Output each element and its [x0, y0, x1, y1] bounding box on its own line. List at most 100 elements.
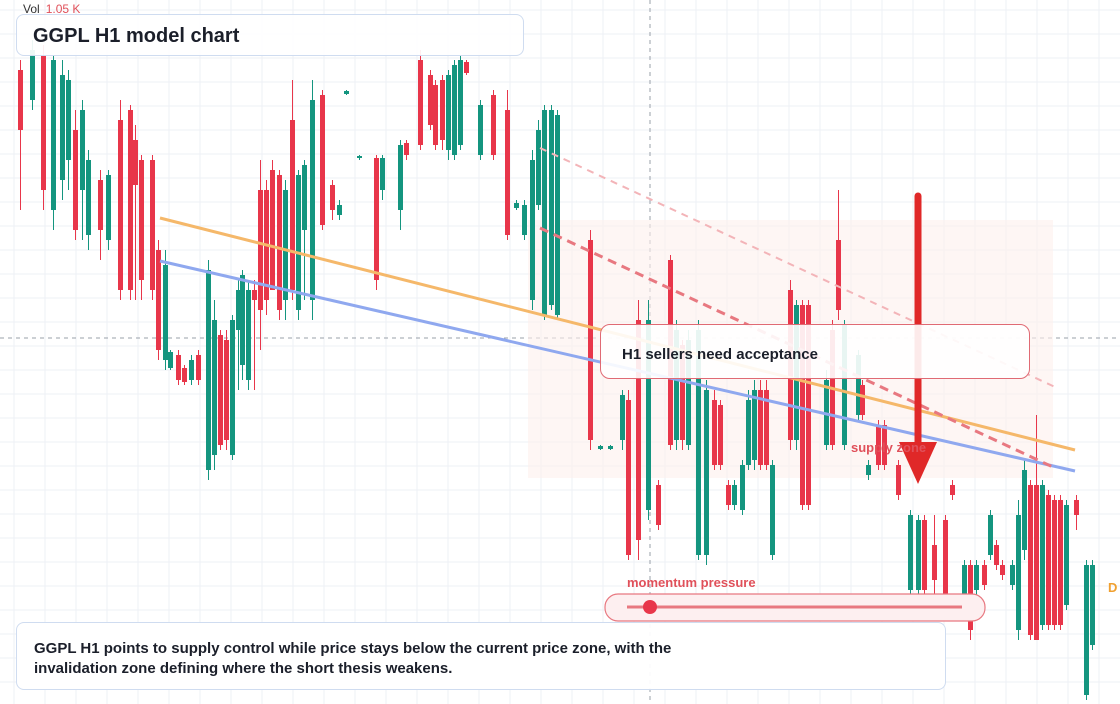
- candle-body: [337, 205, 342, 215]
- candle: [320, 90, 325, 230]
- candle-body: [128, 110, 133, 290]
- thesis-text: GGPL H1 points to supply control while p…: [34, 640, 672, 677]
- candle-body: [626, 400, 631, 555]
- candle: [962, 560, 967, 600]
- candle: [196, 350, 201, 385]
- candle: [536, 120, 541, 210]
- candle: [236, 280, 241, 390]
- candle-body: [505, 110, 510, 235]
- candle: [189, 355, 194, 385]
- candle: [740, 460, 745, 515]
- candle: [1010, 560, 1015, 590]
- candle-body: [646, 320, 651, 510]
- candle-body: [555, 115, 560, 315]
- candle-body: [1052, 500, 1057, 625]
- candle-body: [950, 485, 955, 495]
- candle-body: [598, 446, 603, 449]
- candle: [176, 350, 181, 385]
- candle: [128, 105, 133, 300]
- candle: [1090, 560, 1095, 650]
- momentum-label: momentum pressure: [627, 575, 756, 590]
- candle-body: [357, 156, 362, 158]
- candle-body: [726, 485, 731, 505]
- candle: [302, 160, 307, 300]
- candle-body: [106, 175, 111, 240]
- candle: [1064, 500, 1069, 610]
- candle: [555, 110, 560, 320]
- candle: [118, 100, 123, 300]
- candle: [626, 390, 631, 560]
- candle-body: [620, 395, 625, 440]
- candle: [296, 170, 301, 320]
- candle-body: [994, 545, 999, 565]
- candle: [620, 390, 625, 450]
- candle-body: [230, 320, 235, 455]
- candle: [258, 160, 263, 350]
- candle-body: [740, 465, 745, 510]
- candle: [428, 70, 433, 130]
- candle: [310, 80, 315, 320]
- candle-body: [1016, 515, 1021, 630]
- down-arrow-head: [899, 442, 937, 484]
- candle: [230, 315, 235, 460]
- candle-body: [908, 515, 913, 590]
- candle-body: [1000, 565, 1005, 575]
- candle-body: [1010, 565, 1015, 585]
- candle: [1084, 560, 1089, 700]
- candle: [514, 200, 519, 210]
- candle-body: [988, 515, 993, 555]
- candle: [150, 155, 155, 300]
- candle: [212, 300, 217, 470]
- candle-body: [212, 320, 217, 455]
- candle: [1040, 480, 1045, 630]
- candle-body: [1064, 505, 1069, 605]
- candle: [1028, 480, 1033, 640]
- candle: [380, 155, 385, 200]
- candle-body: [310, 100, 315, 300]
- candle: [344, 90, 349, 95]
- candle-body: [344, 91, 349, 94]
- candle-body: [206, 270, 211, 470]
- candle-body: [330, 185, 335, 210]
- candle: [988, 510, 993, 560]
- candle: [922, 515, 927, 595]
- candle-body: [118, 120, 123, 290]
- candle-body: [73, 130, 78, 230]
- candle-body: [680, 345, 685, 440]
- candle: [218, 330, 223, 450]
- candle-body: [464, 62, 469, 73]
- candle: [464, 60, 469, 75]
- candle: [608, 445, 613, 450]
- candle-body: [1074, 500, 1079, 515]
- candle-body: [252, 290, 257, 300]
- candle-body: [398, 145, 403, 210]
- candle-body: [30, 50, 35, 100]
- candle-body: [133, 140, 138, 185]
- candle-body: [836, 240, 841, 310]
- candle: [337, 200, 342, 220]
- candle: [66, 70, 71, 190]
- candle: [357, 155, 362, 160]
- candle-body: [856, 355, 861, 415]
- candle-body: [922, 520, 927, 590]
- candle-body: [674, 330, 679, 440]
- candle-body: [1058, 500, 1063, 625]
- candle-body: [182, 368, 187, 382]
- candle: [290, 80, 295, 300]
- candle-body: [283, 190, 288, 300]
- candle-body: [302, 165, 307, 230]
- candle: [478, 100, 483, 160]
- candle-body: [542, 110, 547, 315]
- candle-body: [236, 290, 241, 330]
- candle-body: [896, 465, 901, 495]
- candle: [418, 50, 423, 150]
- candle-body: [418, 60, 423, 145]
- candle-body: [380, 158, 385, 190]
- candle: [712, 390, 717, 470]
- candle-body: [636, 320, 641, 540]
- candle-body: [374, 158, 379, 280]
- candle-body: [404, 143, 409, 155]
- candle: [598, 445, 603, 450]
- candle: [182, 365, 187, 385]
- candle: [1016, 500, 1021, 640]
